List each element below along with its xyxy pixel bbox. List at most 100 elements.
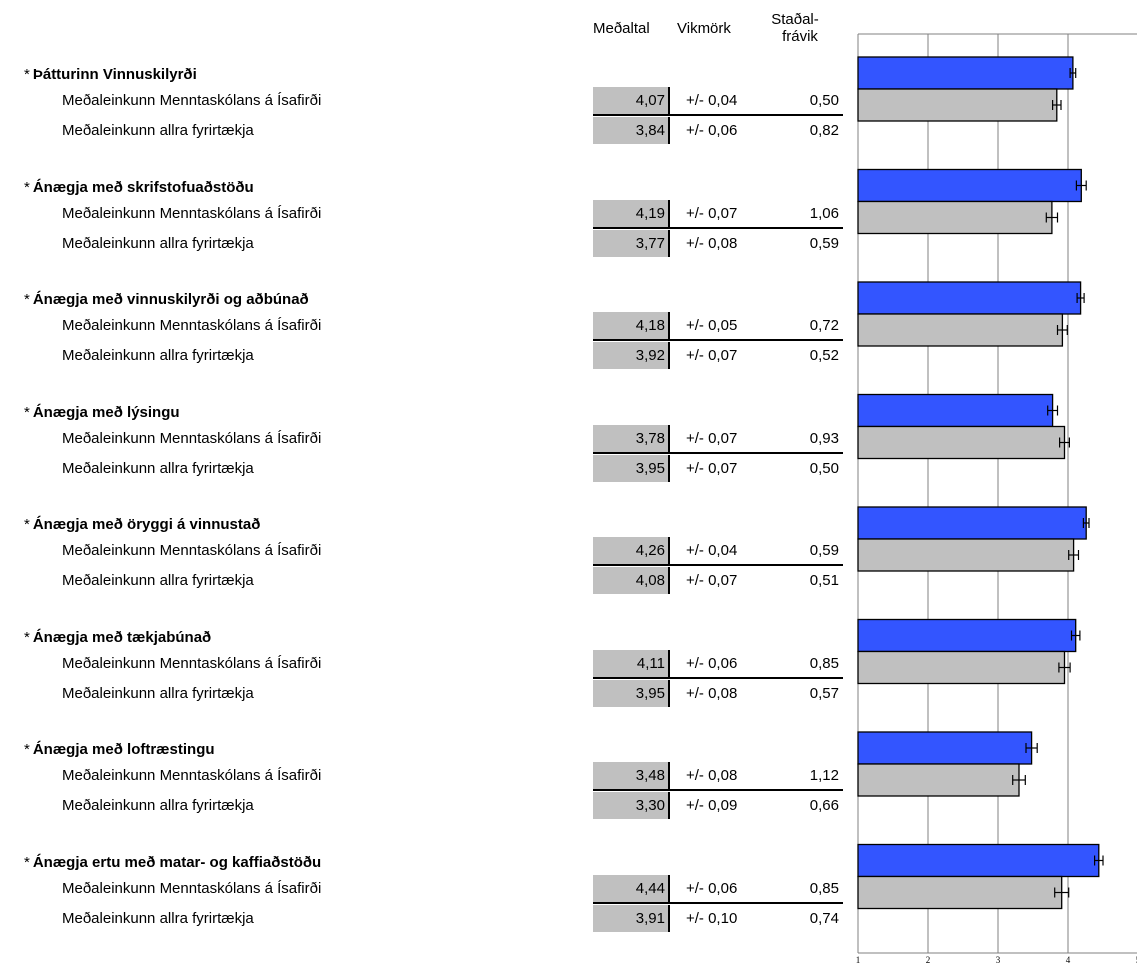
row-divider	[593, 226, 843, 229]
sd-value: 0,50	[809, 92, 839, 109]
group-title: * Ánægja með vinnuskilyrði og aðbúnað	[24, 291, 309, 308]
group-title-text: Ánægja með lýsingu	[32, 403, 180, 421]
margin-value: +/- 0,06	[686, 654, 738, 672]
sd-value: 0,72	[809, 317, 839, 334]
group-title: * Þátturinn Vinnuskilyrði	[24, 66, 197, 83]
mean-value: 3,30	[593, 792, 670, 819]
margin-value: +/- 0,07	[686, 204, 738, 222]
bar-school	[857, 506, 1087, 540]
mean-value: 3,95	[593, 454, 670, 482]
margin-value: +/- 0,07	[686, 429, 738, 447]
bar-school	[857, 393, 1054, 428]
sd-value: 1,06	[809, 204, 839, 222]
row-divider	[593, 339, 843, 341]
bar-all-companies	[857, 200, 1053, 235]
asterisk: *	[24, 291, 30, 308]
mean-value: 4,44	[593, 874, 670, 902]
x-tick-label: 4	[1066, 955, 1071, 964]
sd-value: 0,57	[809, 684, 839, 702]
margin-value: +/- 0,08	[686, 234, 738, 252]
margin-value: +/- 0,07	[686, 459, 738, 477]
group-title: * Ánægja með lýsingu	[24, 404, 180, 421]
x-tick-label: 2	[926, 955, 931, 964]
bar-all-companies	[857, 763, 1020, 797]
row-label: Meðaleinkunn allra fyrirtækja	[62, 459, 254, 477]
sd-value: 0,66	[809, 797, 839, 814]
margin-value: +/- 0,04	[686, 92, 738, 109]
bar-school	[857, 843, 1100, 878]
x-tick-label: 1	[856, 955, 861, 964]
bar-school	[857, 281, 1082, 315]
margin-value: +/- 0,09	[686, 797, 738, 814]
asterisk: *	[24, 403, 30, 421]
mean-value: 3,84	[593, 117, 670, 144]
row-label: Meðaleinkunn Menntaskólans á Ísafirði	[62, 429, 322, 447]
asterisk: *	[24, 178, 30, 196]
header-mean: Meðaltal	[593, 20, 650, 37]
row-label: Meðaleinkunn Menntaskólans á Ísafirði	[62, 317, 322, 334]
group-title: * Ánægja með skrifstofuaðstöðu	[24, 179, 254, 196]
bar-all-companies	[857, 650, 1066, 685]
group-title: * Ánægja með tækjabúnað	[24, 629, 211, 646]
row-divider	[593, 114, 843, 116]
bar-school	[857, 618, 1077, 653]
bar-all-companies	[857, 875, 1063, 910]
asterisk: *	[24, 853, 30, 871]
sd-value: 0,52	[809, 347, 839, 364]
bar-school	[857, 168, 1082, 203]
sd-value: 0,50	[809, 459, 839, 477]
bar-all-companies	[857, 425, 1066, 460]
asterisk: *	[24, 66, 30, 83]
asterisk: *	[24, 741, 30, 758]
header-sd-line1: Staðal-	[771, 11, 819, 28]
row-label: Meðaleinkunn Menntaskólans á Ísafirði	[62, 879, 322, 897]
row-label: Meðaleinkunn allra fyrirtækja	[62, 684, 254, 702]
group-title: * Ánægja með öryggi á vinnustað	[24, 516, 260, 533]
group-title: * Ánægja með loftræstingu	[24, 741, 215, 758]
group-title: * Ánægja ertu með matar- og kaffiaðstöðu	[24, 854, 321, 871]
row-label: Meðaleinkunn allra fyrirtækja	[62, 122, 254, 139]
row-label: Meðaleinkunn Menntaskólans á Ísafirði	[62, 92, 322, 109]
group-title-text: Ánægja með skrifstofuaðstöðu	[32, 178, 254, 196]
row-label: Meðaleinkunn allra fyrirtækja	[62, 797, 254, 814]
margin-value: +/- 0,06	[686, 879, 738, 897]
row-label: Meðaleinkunn Menntaskólans á Ísafirði	[62, 204, 322, 222]
row-label: Meðaleinkunn Menntaskólans á Ísafirði	[62, 542, 322, 559]
sd-value: 1,12	[809, 767, 839, 784]
sd-value: 0,51	[809, 572, 839, 589]
mean-value: 4,11	[593, 649, 670, 677]
margin-value: +/- 0,05	[686, 317, 738, 334]
asterisk: *	[24, 628, 30, 646]
margin-value: +/- 0,10	[686, 909, 738, 927]
group-title-text: Ánægja með loftræstingu	[32, 741, 215, 758]
bar-school	[857, 56, 1074, 90]
mean-value: 3,92	[593, 342, 670, 369]
row-divider	[593, 676, 843, 679]
row-label: Meðaleinkunn allra fyrirtækja	[62, 909, 254, 927]
sd-value: 0,93	[809, 429, 839, 447]
x-tick-label: 5	[1136, 955, 1137, 964]
mean-value: 4,26	[593, 537, 670, 564]
margin-value: +/- 0,04	[686, 542, 738, 559]
sd-value: 0,59	[809, 234, 839, 252]
mean-value: 3,77	[593, 229, 670, 257]
sd-value: 0,85	[809, 654, 839, 672]
margin-value: +/- 0,06	[686, 122, 738, 139]
group-title-text: Ánægja með öryggi á vinnustað	[32, 516, 261, 533]
margin-value: +/- 0,07	[686, 347, 738, 364]
row-divider	[593, 564, 843, 566]
bar-all-companies	[857, 313, 1064, 347]
bar-all-companies	[857, 538, 1075, 572]
group-title-text: Ánægja ertu með matar- og kaffiaðstöðu	[32, 853, 322, 871]
mean-value: 4,19	[593, 199, 670, 227]
row-label: Meðaleinkunn Menntaskólans á Ísafirði	[62, 654, 322, 672]
row-label: Meðaleinkunn allra fyrirtækja	[62, 234, 254, 252]
group-title-text: Ánægja með tækjabúnað	[32, 628, 212, 646]
mean-value: 4,07	[593, 87, 670, 114]
sd-value: 0,85	[809, 879, 839, 897]
sd-value: 0,59	[809, 542, 839, 559]
group-title-text: Þátturinn Vinnuskilyrði	[32, 66, 197, 83]
mean-value: 3,91	[593, 904, 670, 932]
row-label: Meðaleinkunn allra fyrirtækja	[62, 572, 254, 589]
